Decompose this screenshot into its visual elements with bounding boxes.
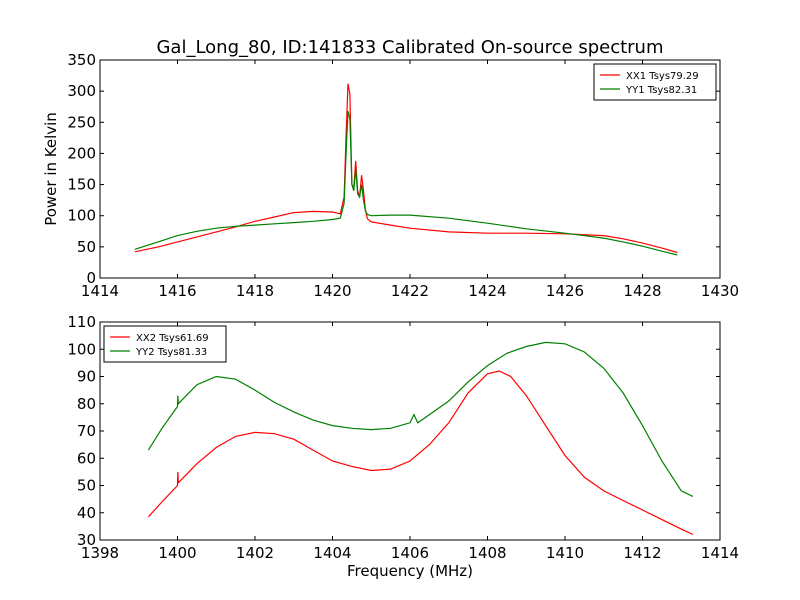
legend: XX1 Tsys79.29 YY1 Tsys82.31	[593, 63, 717, 101]
y-tick-label: 90	[77, 368, 96, 386]
y-tick-label: 100	[67, 340, 96, 358]
legend-entry: YY1 Tsys82.31	[625, 85, 697, 96]
legend-entry: XX2 Tsys61.69	[136, 333, 209, 344]
series-line-xx1	[134, 83, 678, 254]
y-tick-label: 250	[67, 113, 96, 131]
bottom-plot-panel: 1398 1400 1402 1404 1406 1408 1410 1412 1414 30 40…	[67, 313, 739, 580]
x-axis-label: Frequency (MHz)	[347, 562, 473, 580]
series-line-yy2	[147, 341, 694, 497]
x-tick-label: 1412	[623, 544, 661, 562]
y-tick-label: 110	[67, 313, 96, 331]
x-tick-label: 1422	[391, 282, 429, 300]
y-tick-label: 30	[77, 531, 96, 549]
y-tick-label: 350	[67, 51, 96, 69]
legend-box	[103, 325, 227, 363]
figure-title: Gal_Long_80, ID:141833 Calibrated On-sou…	[156, 37, 663, 58]
legend-box	[593, 63, 717, 101]
x-tick-label: 1420	[313, 282, 351, 300]
x-tick-label: 1398	[81, 544, 119, 562]
y-tick-label: 70	[77, 422, 96, 440]
x-tick-label: 1424	[468, 282, 506, 300]
legend-entry: XX1 Tsys79.29	[626, 71, 699, 82]
y-axis-label: Power in Kelvin	[42, 112, 60, 226]
x-tick-label: 1404	[313, 544, 351, 562]
x-tick-label: 1426	[546, 282, 584, 300]
x-tick-label: 1414	[701, 544, 739, 562]
x-tick-label: 1418	[236, 282, 274, 300]
y-tick-label: 200	[67, 144, 96, 162]
y-tick-label: 50	[77, 238, 96, 256]
x-tick-label: 1430	[701, 282, 739, 300]
x-tick-label: 1410	[546, 544, 584, 562]
legend-entry: YY2 Tsys81.33	[135, 347, 207, 358]
y-tick-label: 60	[77, 449, 96, 467]
y-tick-label: 40	[77, 504, 96, 522]
x-tick-label: 1408	[468, 544, 506, 562]
x-tick-label: 1414	[81, 282, 119, 300]
series-line-yy1	[134, 110, 678, 256]
y-tick-label: 150	[67, 176, 96, 194]
x-tick-label: 1400	[158, 544, 196, 562]
y-tick-label: 0	[86, 269, 96, 287]
legend: XX2 Tsys61.69 YY2 Tsys81.33	[103, 325, 227, 363]
series-line-xx2	[147, 370, 694, 536]
x-tick-label: 1406	[391, 544, 429, 562]
y-tick-label: 100	[67, 207, 96, 225]
x-tick-label: 1402	[236, 544, 274, 562]
y-tick-label: 50	[77, 477, 96, 495]
top-plot-panel: 1414 1416 1418 1420 1422 1424 1426 1428 1430 0 50 1…	[42, 51, 739, 300]
x-tick-label: 1428	[623, 282, 661, 300]
x-tick-label: 1416	[158, 282, 196, 300]
y-tick-label: 80	[77, 395, 96, 413]
y-tick-label: 300	[67, 82, 96, 100]
